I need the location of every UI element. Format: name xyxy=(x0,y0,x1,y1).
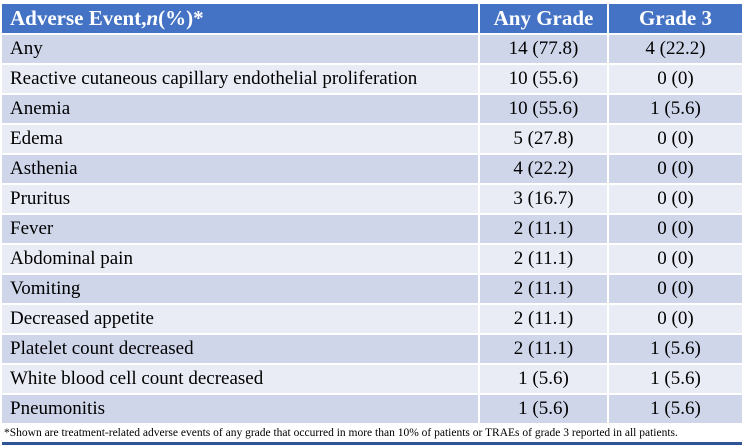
table-body: Any 14 (77.8) 4 (22.2) Reactive cutaneous c… xyxy=(2,35,742,425)
cell-any-grade: 2 (11.1) xyxy=(480,305,609,333)
cell-any-grade: 2 (11.1) xyxy=(480,275,609,303)
header-any-grade: Any Grade xyxy=(480,4,609,33)
cell-any-grade: 14 (77.8) xyxy=(480,35,609,63)
table-row: White blood cell count decreased 1 (5.6) 1… xyxy=(2,365,742,395)
cell-adverse-event: Asthenia xyxy=(2,155,480,183)
cell-adverse-event: Pruritus xyxy=(2,185,480,213)
cell-adverse-event: Anemia xyxy=(2,95,480,123)
table-row: Reactive cutaneous capillary endothelial… xyxy=(2,65,742,95)
cell-adverse-event: Reactive cutaneous capillary endothelial… xyxy=(2,65,480,93)
table-row: Pneumonitis 1 (5.6) 1 (5.6) xyxy=(2,395,742,425)
cell-any-grade: 2 (11.1) xyxy=(480,335,609,363)
cell-adverse-event: Pneumonitis xyxy=(2,395,480,423)
cell-grade-3: 0 (0) xyxy=(657,158,694,179)
table-row: Anemia 10 (55.6) 1 (5.6) xyxy=(2,95,742,125)
cell-adverse-event: Decreased appetite xyxy=(2,305,480,333)
cell-any-grade: 10 (55.6) xyxy=(480,65,609,93)
header-adverse-event-prefix: Adverse Event, xyxy=(10,6,147,30)
cell-adverse-event: Abdominal pain xyxy=(2,245,480,273)
table-row: Platelet count decreased 2 (11.1) 1 (5.6) xyxy=(2,335,742,365)
header-grade-3: Grade 3 xyxy=(639,6,712,30)
bottom-border-line xyxy=(2,442,742,445)
table-row: Edema 5 (27.8) 0 (0) xyxy=(2,125,742,155)
cell-any-grade: 5 (27.8) xyxy=(480,125,609,153)
cell-grade-3: 0 (0) xyxy=(657,128,694,149)
cell-grade-3: 0 (0) xyxy=(657,248,694,269)
cell-adverse-event: Edema xyxy=(2,125,480,153)
table-row: Vomiting 2 (11.1) 0 (0) xyxy=(2,275,742,305)
cell-adverse-event: Fever xyxy=(2,215,480,243)
table-header-row: Adverse Event, n (%)* Any Grade Grade 3 xyxy=(2,4,742,35)
cell-grade-3: 1 (5.6) xyxy=(650,98,701,119)
header-adverse-event: Adverse Event, n (%)* xyxy=(2,4,480,33)
cell-any-grade: 10 (55.6) xyxy=(480,95,609,123)
cell-any-grade: 4 (22.2) xyxy=(480,155,609,183)
adverse-events-table: Adverse Event, n (%)* Any Grade Grade 3 … xyxy=(2,4,742,445)
cell-grade-3: 4 (22.2) xyxy=(645,38,706,59)
cell-grade-3: 0 (0) xyxy=(657,308,694,329)
cell-grade-3: 0 (0) xyxy=(657,278,694,299)
cell-grade-3: 0 (0) xyxy=(657,68,694,89)
table-row: Any 14 (77.8) 4 (22.2) xyxy=(2,35,742,65)
table-row: Asthenia 4 (22.2) 0 (0) xyxy=(2,155,742,185)
table-row: Decreased appetite 2 (11.1) 0 (0) xyxy=(2,305,742,335)
cell-any-grade: 1 (5.6) xyxy=(480,395,609,423)
cell-grade-3: 1 (5.6) xyxy=(650,338,701,359)
cell-adverse-event: Platelet count decreased xyxy=(2,335,480,363)
cell-grade-3: 0 (0) xyxy=(657,218,694,239)
table-row: Fever 2 (11.1) 0 (0) xyxy=(2,215,742,245)
cell-any-grade: 1 (5.6) xyxy=(480,365,609,393)
table-row: Pruritus 3 (16.7) 0 (0) xyxy=(2,185,742,215)
cell-any-grade: 2 (11.1) xyxy=(480,215,609,243)
table-row: Abdominal pain 2 (11.1) 0 (0) xyxy=(2,245,742,275)
cell-adverse-event: Any xyxy=(2,35,480,63)
header-adverse-event-n: n xyxy=(146,6,159,30)
header-adverse-event-suffix: (%)* xyxy=(158,6,204,30)
cell-any-grade: 3 (16.7) xyxy=(480,185,609,213)
cell-adverse-event: White blood cell count decreased xyxy=(2,365,480,393)
footnote: *Shown are treatment-related adverse eve… xyxy=(4,427,678,439)
cell-grade-3: 1 (5.6) xyxy=(650,398,701,419)
cell-grade-3: 1 (5.6) xyxy=(650,368,701,389)
cell-grade-3: 0 (0) xyxy=(657,188,694,209)
cell-any-grade: 2 (11.1) xyxy=(480,245,609,273)
cell-adverse-event: Vomiting xyxy=(2,275,480,303)
